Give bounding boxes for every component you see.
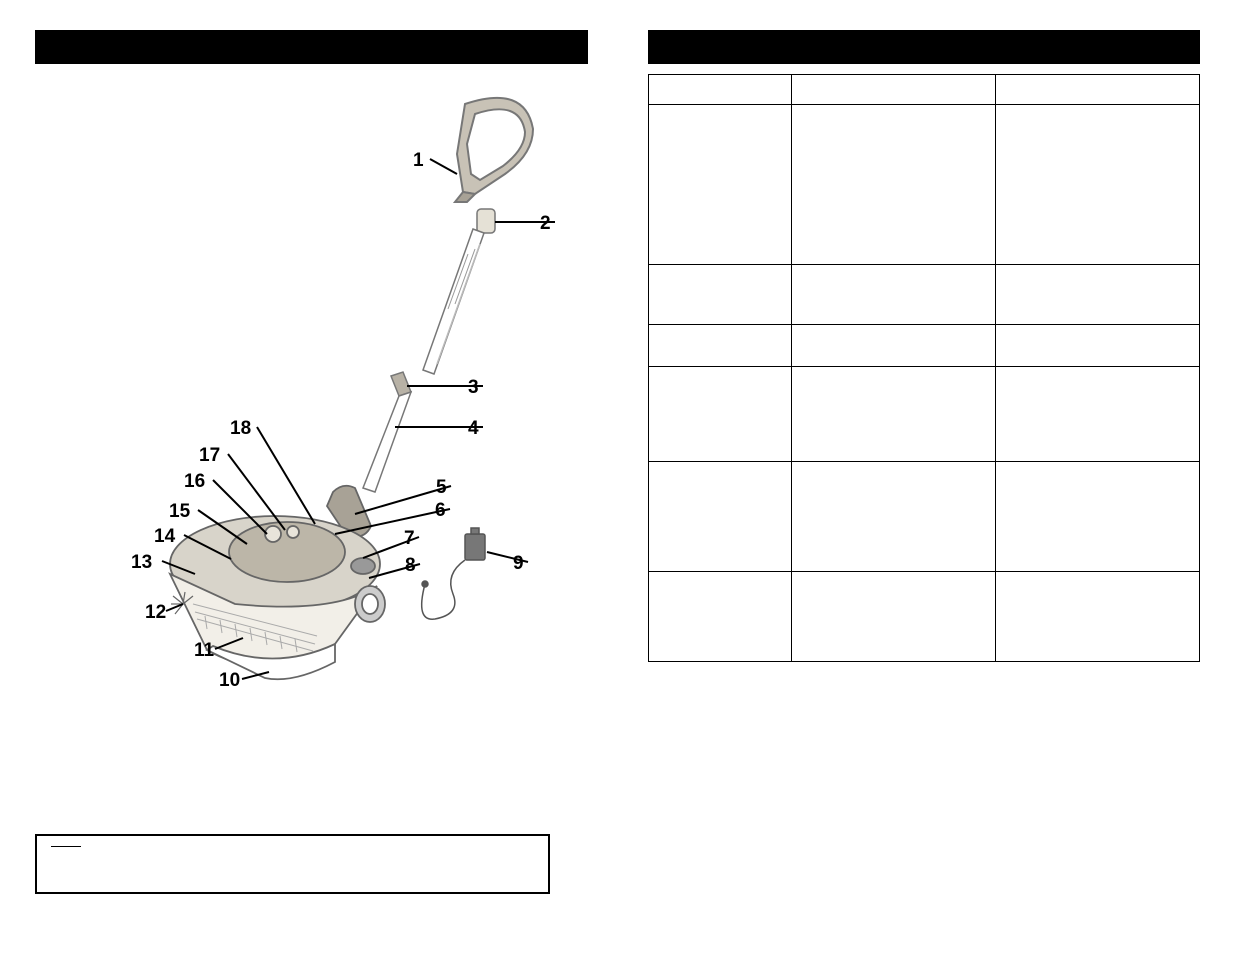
cell [791, 367, 995, 462]
callout-4: 4 [468, 418, 479, 440]
cell [995, 325, 1199, 367]
right-heading-bar [648, 30, 1201, 64]
cell [791, 572, 995, 662]
cell [648, 105, 791, 265]
table-row [648, 572, 1200, 662]
table-header-row [648, 75, 1200, 105]
note-box [35, 834, 550, 894]
cell [648, 572, 791, 662]
cell [648, 265, 791, 325]
cell [791, 265, 995, 325]
table-row [648, 367, 1200, 462]
cell [791, 325, 995, 367]
right-column [648, 30, 1201, 894]
callout-1: 1 [413, 150, 424, 172]
product-diagram [35, 74, 595, 724]
callout-16: 16 [184, 471, 205, 493]
callout-7: 7 [404, 528, 415, 550]
callout-10: 10 [219, 670, 240, 692]
table-row [648, 105, 1200, 265]
table-row [648, 325, 1200, 367]
callout-11: 11 [194, 640, 214, 662]
cell [995, 462, 1199, 572]
cell [995, 367, 1199, 462]
page-root: 1 2 3 4 5 6 7 8 9 10 11 12 13 14 15 16 1… [0, 0, 1235, 924]
left-heading-bar [35, 30, 588, 64]
cell [648, 367, 791, 462]
callout-12: 12 [145, 602, 166, 624]
th-solution [995, 75, 1199, 105]
table-row [648, 265, 1200, 325]
callout-13: 13 [131, 552, 152, 574]
callout-6: 6 [435, 500, 446, 522]
left-column: 1 2 3 4 5 6 7 8 9 10 11 12 13 14 15 16 1… [35, 30, 588, 894]
callout-14: 14 [154, 526, 175, 548]
callout-18: 18 [230, 418, 251, 440]
diagram-area: 1 2 3 4 5 6 7 8 9 10 11 12 13 14 15 16 1… [35, 74, 588, 724]
cell [648, 325, 791, 367]
callout-5: 5 [436, 477, 447, 499]
cell [791, 462, 995, 572]
cell [995, 105, 1199, 265]
callout-17: 17 [199, 445, 220, 467]
callout-3: 3 [468, 377, 479, 399]
table-row [648, 462, 1200, 572]
cell [791, 105, 995, 265]
th-problem [648, 75, 791, 105]
cell [995, 572, 1199, 662]
cell [995, 265, 1199, 325]
troubleshooting-table [648, 74, 1201, 662]
callout-2: 2 [540, 213, 551, 235]
callout-9: 9 [513, 553, 524, 575]
callout-15: 15 [169, 501, 190, 523]
callout-8: 8 [405, 555, 416, 577]
th-cause [791, 75, 995, 105]
note-underline [51, 846, 81, 847]
cell [648, 462, 791, 572]
